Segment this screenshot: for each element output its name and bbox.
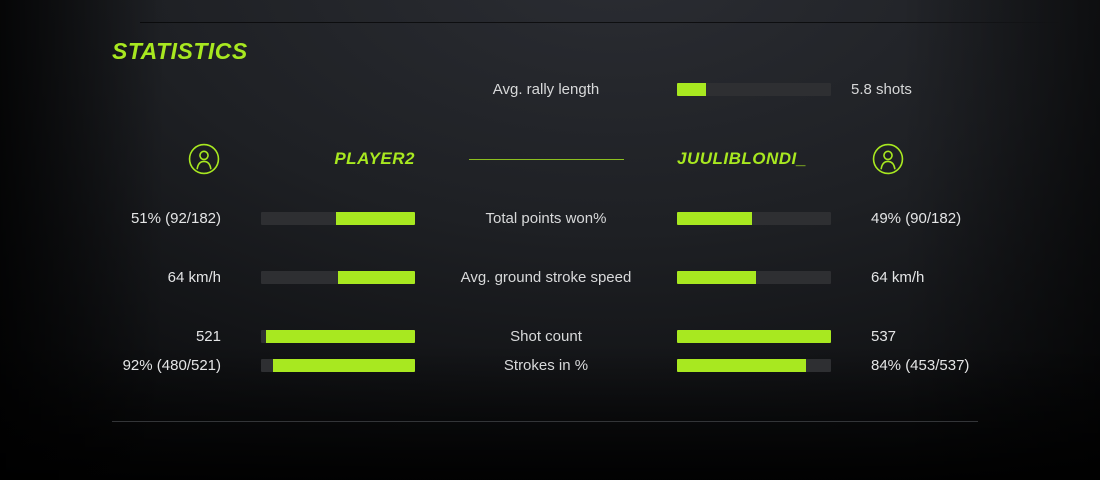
stat-right-bar-fill: [677, 329, 831, 343]
rally-length-bar-fill: [677, 82, 707, 96]
stat-left-value: 521: [195, 327, 221, 345]
stat-left-bar: [261, 358, 415, 372]
stat-row: 64 km/h Avg. ground stroke speed 64 km/h: [0, 264, 1100, 290]
stat-left-bar: [261, 329, 415, 343]
stat-left-bar: [261, 211, 415, 225]
stat-left-value: 51% (92/182): [130, 209, 221, 227]
player-right-user-icon: [872, 143, 904, 175]
stat-label: Avg. ground stroke speed: [460, 268, 632, 286]
stat-left-bar: [261, 270, 415, 284]
stat-right-value: 537: [871, 327, 897, 345]
rally-length-value: 5.8 shots: [851, 80, 912, 98]
stat-right-bar-fill: [677, 270, 756, 284]
players-header-row: PLAYER2 JUULIBLONDI_: [0, 140, 1100, 178]
stat-label: Total points won%: [485, 209, 607, 227]
stat-right-bar: [677, 211, 831, 225]
stat-right-value: 64 km/h: [871, 268, 925, 286]
bottom-divider: [112, 421, 978, 422]
stat-right-bar: [677, 358, 831, 372]
stat-left-bar-fill: [336, 211, 415, 225]
center-divider: [468, 158, 624, 160]
stat-row: 92% (480/521) Strokes in % 84% (453/537): [0, 352, 1100, 378]
stat-left-bar-fill: [265, 329, 415, 343]
stat-label: Shot count: [510, 327, 582, 345]
stat-left-bar-fill: [273, 358, 415, 372]
stat-row: 51% (92/182) Total points won% 49% (90/1…: [0, 205, 1100, 231]
player-left-user-icon: [188, 143, 220, 175]
stat-right-bar: [677, 329, 831, 343]
stat-left-value: 92% (480/521): [122, 356, 221, 374]
page-title: STATISTICS: [112, 38, 248, 64]
stat-right-bar: [677, 270, 831, 284]
stat-label: Strokes in %: [503, 356, 589, 374]
player-right-name: JUULIBLONDI_: [677, 149, 807, 168]
rally-length-bar: [677, 82, 831, 96]
stat-right-value: 49% (90/182): [871, 209, 962, 227]
stat-row: 521 Shot count 537: [0, 323, 1100, 349]
top-divider: [140, 22, 1065, 23]
stat-right-bar-fill: [677, 358, 807, 372]
stat-left-bar-fill: [338, 270, 415, 284]
rally-length-label: Avg. rally length: [492, 80, 600, 98]
stat-right-bar-fill: [677, 211, 753, 225]
stat-right-value: 84% (453/537): [871, 356, 970, 374]
stat-left-value: 64 km/h: [167, 268, 221, 286]
rally-length-row: Avg. rally length 5.8 shots: [0, 76, 1100, 102]
player-left-name: PLAYER2: [334, 149, 415, 168]
